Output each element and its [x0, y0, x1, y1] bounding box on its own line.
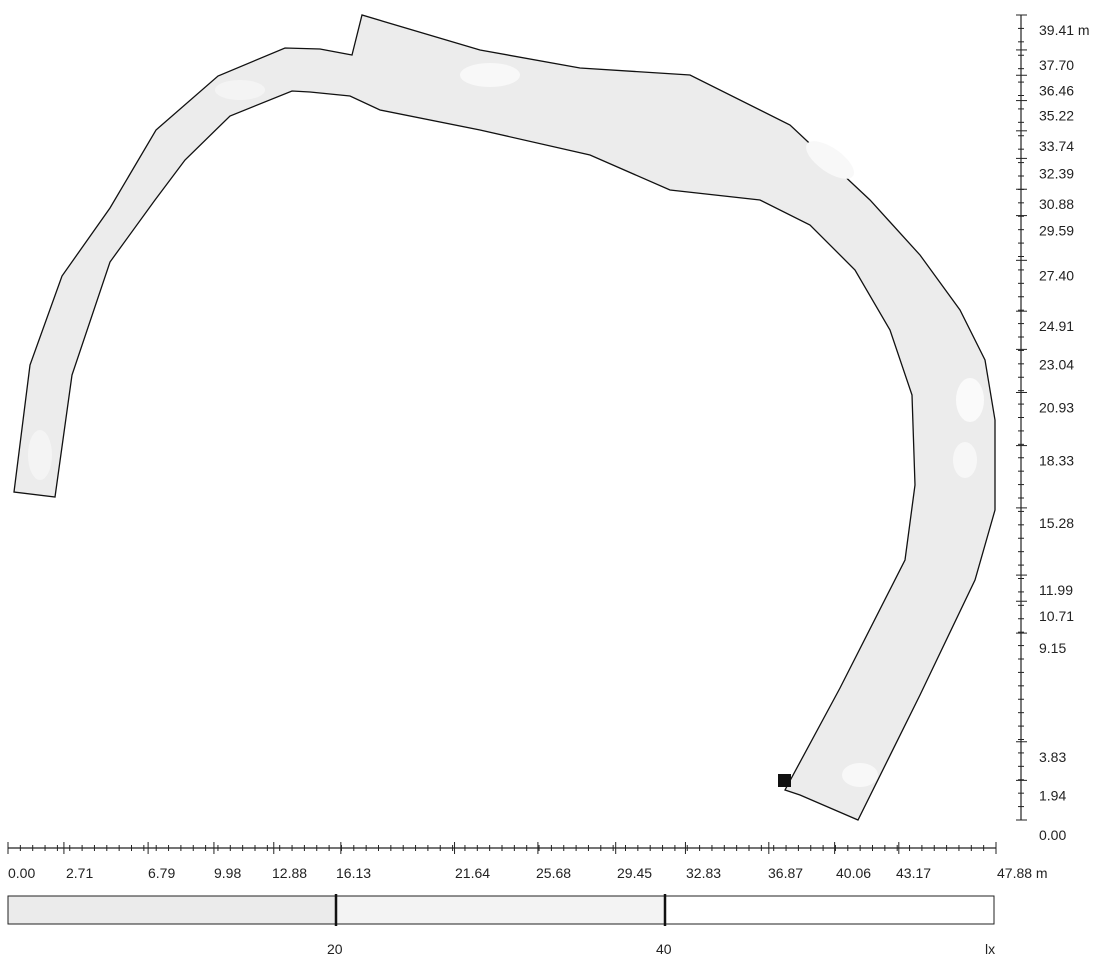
x-tick-label: 0.00: [8, 865, 35, 881]
y-tick-label: 18.33: [1039, 453, 1074, 469]
legend-segment: [7, 895, 337, 925]
light-patch: [806, 141, 854, 179]
y-tick-label: 24.91: [1039, 318, 1074, 334]
light-patch: [215, 80, 265, 100]
y-tick-label: 27.40: [1039, 267, 1074, 283]
light-patch: [842, 763, 878, 787]
light-patch: [953, 442, 977, 478]
legend-segment: [335, 895, 666, 925]
x-tick-label: 12.88: [272, 865, 307, 881]
legend-segment: [664, 895, 995, 925]
y-tick-label: 37.70: [1039, 57, 1074, 73]
light-patch: [956, 378, 984, 422]
x-axis: 0.00 2.71 6.79 9.98 12.88 16.13 21.64 25.68 29.4…: [7, 842, 1048, 881]
y-tick-label: 39.41 m: [1039, 22, 1090, 38]
x-tick-label: 36.87: [768, 865, 803, 881]
y-tick-label: 30.88: [1039, 196, 1074, 212]
channel-shape: [13, 14, 996, 821]
y-tick-label: 9.15: [1039, 640, 1066, 656]
y-tick-label: 3.83: [1039, 749, 1066, 765]
y-tick-label: 36.46: [1039, 82, 1074, 98]
x-tick-label: 21.64: [455, 865, 490, 881]
legend-label: lx: [985, 941, 995, 957]
x-tick-label: 47.88 m: [997, 865, 1048, 881]
light-patch: [28, 430, 52, 480]
x-tick-label: 16.13: [336, 865, 371, 881]
y-tick-label: 29.59: [1039, 223, 1074, 239]
y-tick-label: 1.94: [1039, 787, 1066, 803]
y-tick-label: 32.39: [1039, 165, 1074, 181]
y-tick-label: 11.99: [1039, 582, 1073, 598]
x-tick-label: 2.71: [66, 865, 93, 881]
x-tick-label: 40.06: [836, 865, 871, 881]
illuminance-legend-bar: 20 40 lx: [7, 894, 995, 957]
x-tick-label: 9.98: [214, 865, 241, 881]
y-tick-label: 10.71: [1039, 608, 1074, 624]
y-tick-label: 35.22: [1039, 108, 1074, 124]
x-tick-label: 32.83: [686, 865, 721, 881]
y-tick-label: 33.74: [1039, 138, 1074, 154]
y-tick-label: 15.28: [1039, 515, 1074, 531]
y-tick-label: 20.93: [1039, 399, 1074, 415]
x-tick-label: 43.17: [896, 865, 931, 881]
legend-label: 20: [327, 941, 343, 957]
light-patch: [460, 63, 520, 87]
x-tick-label: 29.45: [617, 865, 652, 881]
x-tick-label: 6.79: [148, 865, 175, 881]
y-tick-label: 23.04: [1039, 356, 1074, 372]
y-tick-label: 0.00: [1039, 827, 1066, 843]
x-tick-label: 25.68: [536, 865, 571, 881]
legend-label: 40: [656, 941, 672, 957]
y-axis: 39.41 m 37.70 36.46 35.22 33.74 32.39 30.88 29.…: [1016, 14, 1090, 843]
marker-square: [778, 774, 791, 787]
channel-area: [13, 14, 996, 821]
